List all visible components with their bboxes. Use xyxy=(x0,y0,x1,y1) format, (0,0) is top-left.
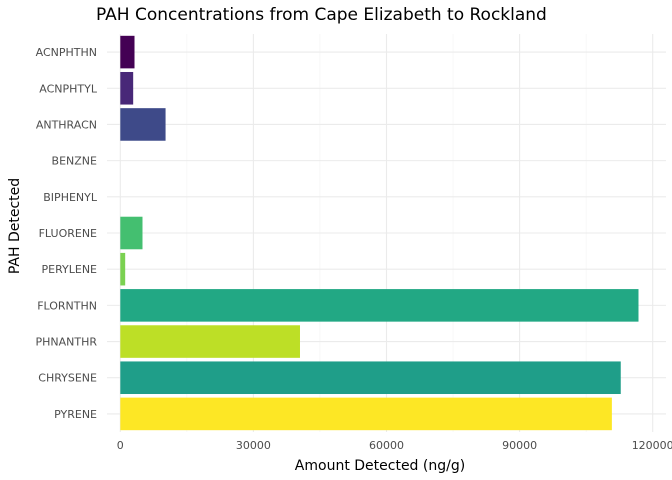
bars xyxy=(120,35,639,431)
x-axis-title: Amount Detected (ng/g) xyxy=(295,458,465,474)
bar-anthracn xyxy=(120,108,166,141)
x-tick-label: 0 xyxy=(117,439,124,452)
y-axis-title: PAH Detected xyxy=(7,178,23,274)
x-tick-label: 120000 xyxy=(632,439,672,452)
y-tick-label: BENZNE xyxy=(52,155,97,168)
bar-acnphthn xyxy=(120,35,135,69)
y-tick-label: ACNPHTHN xyxy=(36,46,97,59)
bar-flornthn xyxy=(120,289,639,322)
y-tick-label: ACNPHTYL xyxy=(39,82,98,95)
y-tick-labels: ACNPHTHN ACNPHTYL ANTHRACN BENZNE BIPHENYL FL… xyxy=(35,46,97,421)
bar-pyrene xyxy=(120,397,612,431)
y-tick-label: PERYLENE xyxy=(42,263,98,276)
y-tick-label: CHRYSENE xyxy=(38,372,97,385)
bar-perylene xyxy=(120,252,126,286)
bar-phnanthr xyxy=(120,325,300,358)
y-tick-label: PHNANTHR xyxy=(35,336,97,349)
y-tick-label: ANTHRACN xyxy=(36,118,97,131)
bar-acnphtyl xyxy=(120,71,134,105)
x-tick-labels: 0 30000 60000 90000 120000 xyxy=(117,439,672,452)
chart-title: PAH Concentrations from Cape Elizabeth t… xyxy=(96,5,547,25)
x-tick-label: 30000 xyxy=(236,439,271,452)
x-tick-label: 90000 xyxy=(502,439,537,452)
x-tick-label: 60000 xyxy=(369,439,404,452)
y-tick-label: PYRENE xyxy=(54,408,97,421)
y-tick-label: FLORNTHN xyxy=(37,299,97,312)
bar-fluorene xyxy=(120,216,143,250)
bar-chrysene xyxy=(120,361,621,395)
y-tick-label: FLUORENE xyxy=(39,227,97,240)
y-tick-label: BIPHENYL xyxy=(43,191,98,204)
